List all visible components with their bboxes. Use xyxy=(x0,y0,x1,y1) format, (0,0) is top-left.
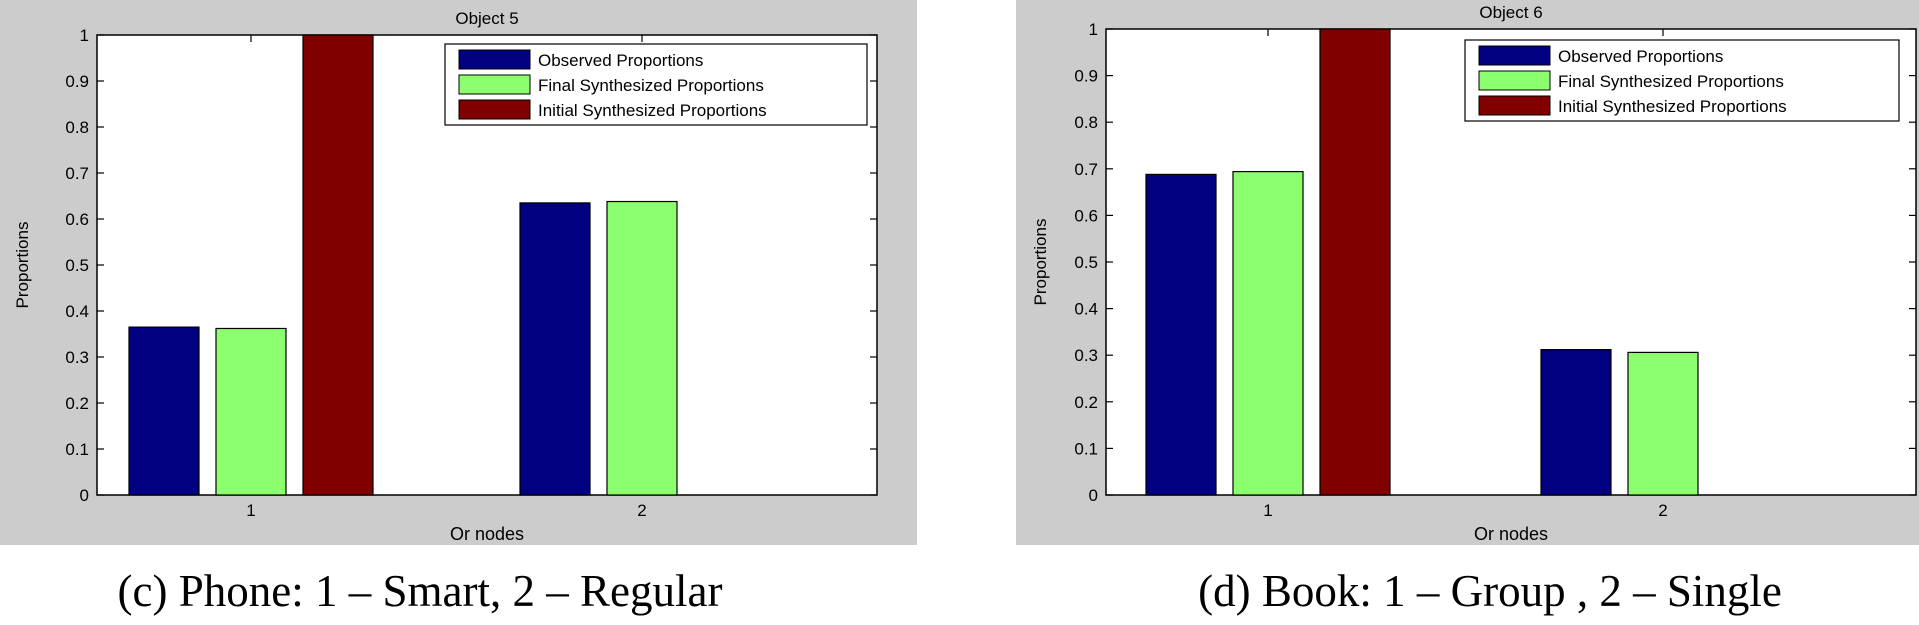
x-tick-label: 1 xyxy=(246,501,255,520)
bar xyxy=(302,34,374,496)
bar xyxy=(215,327,287,496)
x-tick-label: 1 xyxy=(1263,501,1272,520)
figure-caption-d: (d) Book: 1 – Group , 2 – Single xyxy=(1198,566,1782,616)
chart-title: Object 5 xyxy=(455,9,518,28)
legend-label: Initial Synthesized Proportions xyxy=(538,101,767,120)
y-axis-label: Proportions xyxy=(13,222,32,309)
bar xyxy=(1145,173,1217,496)
x-tick-label: 2 xyxy=(637,501,646,520)
y-tick-label: 0.1 xyxy=(1074,439,1098,458)
y-tick-label: 0.9 xyxy=(65,72,89,91)
y-tick-label: 0.3 xyxy=(1074,346,1098,365)
y-tick-label: 0 xyxy=(1089,486,1098,505)
y-tick-label: 0.2 xyxy=(1074,393,1098,412)
legend-swatch xyxy=(458,49,531,70)
legend-swatch xyxy=(1478,70,1551,91)
y-tick-label: 0.2 xyxy=(65,394,89,413)
chart-title: Object 6 xyxy=(1479,3,1542,22)
figure-caption-c: (c) Phone: 1 – Smart, 2 – Regular xyxy=(117,566,723,616)
legend-swatch xyxy=(458,74,531,95)
x-axis-label: Or nodes xyxy=(1474,524,1548,544)
chart-panel-object-6: Object 6 0 0.1 0.2 0.3 0.4 0.5 0.6 0.7 0.8 0.9 1 Pro… xyxy=(1016,0,1919,545)
y-tick-label: 0 xyxy=(80,486,89,505)
legend-swatch xyxy=(1478,95,1551,116)
bar xyxy=(1627,351,1699,496)
y-tick-label: 0.3 xyxy=(65,348,89,367)
y-tick-label: 0.8 xyxy=(1074,113,1098,132)
legend-label: Final Synthesized Proportions xyxy=(1558,72,1784,91)
y-tick-label: 0.5 xyxy=(65,256,89,275)
y-tick-label: 1 xyxy=(80,26,89,45)
y-tick-label: 1 xyxy=(1089,20,1098,39)
bar-chart-object-6: Object 6 0 0.1 0.2 0.3 0.4 0.5 0.6 0.7 0.8 0.9 1 Pro… xyxy=(1031,3,1917,544)
legend-label: Observed Proportions xyxy=(538,51,703,70)
legend-label: Final Synthesized Proportions xyxy=(538,76,764,95)
y-tick-label: 0.5 xyxy=(1074,253,1098,272)
legend-swatch xyxy=(1478,45,1551,66)
x-axis-label: Or nodes xyxy=(450,524,524,544)
bar xyxy=(606,200,678,496)
bar xyxy=(1232,170,1304,496)
legend-swatch xyxy=(458,99,531,120)
bar xyxy=(1319,28,1391,496)
y-tick-label: 0.4 xyxy=(1074,300,1098,319)
bar xyxy=(1540,349,1612,496)
y-tick-label: 0.6 xyxy=(1074,206,1098,225)
legend-label: Observed Proportions xyxy=(1558,47,1723,66)
x-tick-label: 2 xyxy=(1658,501,1667,520)
bar xyxy=(519,202,591,496)
y-tick-label: 0.8 xyxy=(65,118,89,137)
legend-label: Initial Synthesized Proportions xyxy=(1558,97,1787,116)
y-tick-label: 0.4 xyxy=(65,302,89,321)
bar xyxy=(128,326,200,496)
y-tick-label: 0.9 xyxy=(1074,67,1098,86)
y-axis-label: Proportions xyxy=(1031,219,1050,306)
chart-panel-object-5: Object 5 0 0.1 0.2 0.3 0.4 0.5 0.6 0.7 0.8 0.9 1 Pro… xyxy=(0,0,917,545)
bar-chart-object-5: Object 5 0 0.1 0.2 0.3 0.4 0.5 0.6 0.7 0.8 0.9 1 Pro… xyxy=(13,9,878,544)
y-tick-label: 0.6 xyxy=(65,210,89,229)
y-tick-label: 0.7 xyxy=(65,164,89,183)
y-tick-label: 0.7 xyxy=(1074,160,1098,179)
y-tick-label: 0.1 xyxy=(65,440,89,459)
